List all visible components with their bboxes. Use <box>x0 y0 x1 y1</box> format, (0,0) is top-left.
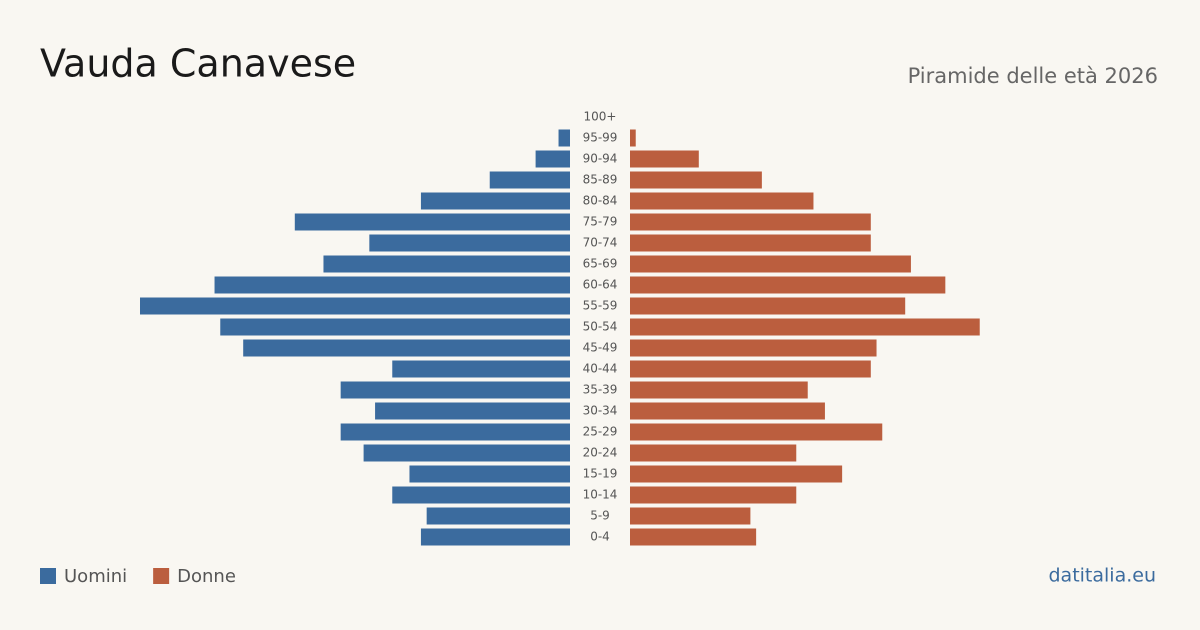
bar <box>630 255 911 273</box>
bar <box>294 213 570 231</box>
age-label: 15-19 <box>583 467 618 481</box>
bar <box>220 318 570 336</box>
bar <box>630 213 871 231</box>
bar <box>409 465 570 483</box>
bar <box>140 297 570 315</box>
bar <box>426 507 570 525</box>
bar <box>630 192 814 210</box>
age-label: 30-34 <box>583 404 618 418</box>
age-label: 20-24 <box>583 446 618 460</box>
age-label: 65-69 <box>583 257 618 271</box>
bar <box>323 255 570 273</box>
bar <box>630 297 906 315</box>
age-label: 75-79 <box>583 215 618 229</box>
age-label: 35-39 <box>583 383 618 397</box>
bar <box>630 318 980 336</box>
bar <box>340 381 570 399</box>
chart-subtitle: Piramide delle età 2026 <box>908 64 1158 88</box>
age-label: 70-74 <box>583 236 618 250</box>
bar <box>375 402 570 420</box>
bar <box>392 360 570 378</box>
age-label: 90-94 <box>583 152 618 166</box>
bar <box>214 276 571 294</box>
age-label: 25-29 <box>583 425 618 439</box>
age-label: 80-84 <box>583 194 618 208</box>
age-label: 10-14 <box>583 488 618 502</box>
bar <box>363 444 570 462</box>
age-label: 5-9 <box>590 509 610 523</box>
bar <box>630 234 871 252</box>
legend-swatch <box>40 568 56 584</box>
chart-title: Vauda Canavese <box>40 42 356 86</box>
bar <box>630 381 808 399</box>
bar <box>630 171 762 189</box>
age-label: 85-89 <box>583 173 618 187</box>
bar <box>558 129 570 147</box>
bar <box>630 339 877 357</box>
legend-swatch <box>153 568 170 584</box>
bar <box>535 150 570 168</box>
bar <box>392 486 570 504</box>
bar <box>630 150 699 168</box>
legend-label: Uomini <box>64 566 127 587</box>
bar <box>420 528 570 546</box>
age-label: 0-4 <box>590 530 610 544</box>
bar <box>630 276 946 294</box>
bar <box>630 528 757 546</box>
bar <box>369 234 570 252</box>
bar <box>630 465 843 483</box>
bar <box>420 192 570 210</box>
bar <box>243 339 570 357</box>
age-label: 50-54 <box>583 320 618 334</box>
bar <box>630 486 797 504</box>
legend-label: Donne <box>177 566 236 587</box>
bar <box>630 360 871 378</box>
age-label: 100+ <box>584 110 617 124</box>
bar <box>630 423 883 441</box>
age-label: 45-49 <box>583 341 618 355</box>
age-label: 55-59 <box>583 299 618 313</box>
age-label: 60-64 <box>583 278 618 292</box>
bar <box>630 129 636 147</box>
bar <box>630 402 825 420</box>
age-label: 40-44 <box>583 362 618 376</box>
bar <box>630 507 751 525</box>
age-label: 95-99 <box>583 131 618 145</box>
bar <box>340 423 570 441</box>
bar <box>630 444 797 462</box>
bar <box>489 171 570 189</box>
source: datitalia.eu <box>1049 565 1157 587</box>
